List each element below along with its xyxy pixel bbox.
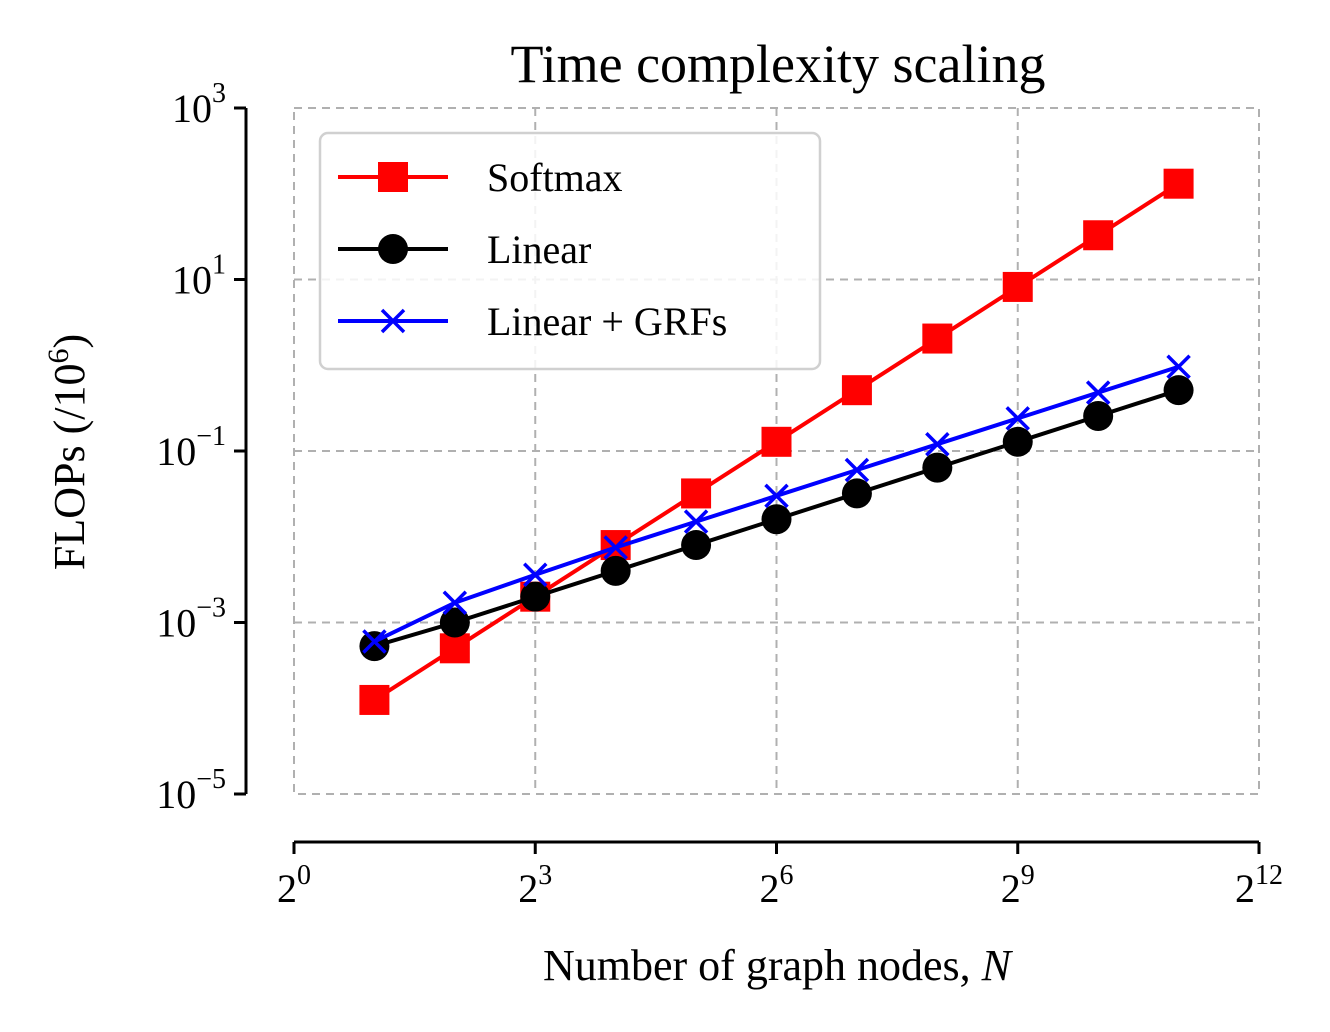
data-point (841, 478, 872, 509)
x-tick-exponent: 3 (538, 860, 552, 891)
data-point (600, 555, 631, 586)
y-tick-base: 10 (156, 429, 196, 474)
x-tick-label: 212 (1235, 860, 1283, 911)
data-point (1166, 354, 1191, 380)
x-axis-label-variable: N (981, 941, 1014, 990)
y-tick-exponent: −3 (196, 593, 226, 624)
legend-label: Softmax (487, 155, 623, 200)
y-tick-base: 10 (156, 601, 196, 646)
x-tick-label: 20 (277, 860, 311, 911)
legend-marker (380, 308, 406, 334)
y-tick-base: 10 (172, 86, 212, 131)
data-point (922, 323, 953, 354)
data-point (442, 590, 468, 615)
data-point (359, 684, 390, 715)
x-axis-label-text: Number of graph nodes, (543, 941, 982, 990)
data-point (1002, 271, 1033, 302)
data-point (922, 452, 953, 483)
x-tick-label: 29 (1001, 860, 1035, 911)
x-tick-base: 2 (518, 866, 538, 911)
x-tick-exponent: 0 (297, 860, 311, 891)
data-point (841, 375, 872, 406)
data-point (681, 478, 712, 509)
data-point (439, 607, 470, 638)
data-point (603, 535, 628, 560)
data-point (925, 431, 950, 457)
legend-box (318, 131, 822, 371)
legend-label: Linear (487, 227, 591, 272)
y-tick-exponent: −5 (196, 764, 226, 795)
x-tick-label: 26 (760, 860, 794, 911)
y-tick-label: 101 (172, 250, 226, 303)
y-axis-label-text: FLOPs (/10 (45, 364, 94, 571)
data-point (764, 483, 789, 509)
data-point (683, 509, 709, 534)
y-tick-label: 103 (172, 78, 226, 131)
data-point (681, 530, 712, 561)
legend-label: Linear + GRFs (487, 299, 727, 344)
data-series (359, 168, 1194, 715)
data-point (439, 633, 470, 664)
chart-title: Time complexity scaling (511, 34, 1046, 94)
y-axis-label: FLOPs (/106) (42, 334, 94, 570)
x-tick-base: 2 (277, 866, 297, 911)
x-tick-base: 2 (1235, 866, 1255, 911)
legend: Softmax Linear Linear + GRFs (318, 131, 822, 371)
y-tick-label: 10−5 (156, 764, 226, 817)
x-tick-exponent: 9 (1021, 860, 1035, 891)
data-point (761, 426, 792, 457)
series-linear (359, 375, 1194, 662)
y-tick-exponent: −1 (196, 421, 226, 452)
legend-marker (378, 234, 408, 264)
x-tick-exponent: 12 (1255, 860, 1283, 891)
data-point (761, 504, 792, 535)
y-tick-exponent: 3 (212, 78, 226, 109)
y-tick-base: 10 (172, 258, 212, 303)
x-tick-base: 2 (760, 866, 780, 911)
data-point (1005, 406, 1030, 431)
series-linear-grfs (362, 354, 1191, 654)
y-tick-exponent: 1 (212, 250, 226, 281)
y-axis-label-tail: ) (45, 334, 94, 349)
axes (234, 106, 1261, 854)
y-tick-label: 10−3 (156, 593, 226, 646)
data-point (1083, 220, 1114, 251)
data-point (362, 629, 387, 654)
data-point (1163, 375, 1194, 406)
data-point (844, 457, 870, 483)
x-tick-exponent: 6 (780, 860, 794, 891)
y-tick-label: 10−1 (156, 421, 226, 474)
x-axis-label: Number of graph nodes, N (543, 941, 1014, 990)
data-point (1163, 168, 1194, 199)
y-axis-label-exponent: 6 (42, 349, 75, 364)
data-point (1085, 380, 1111, 405)
x-tick-base: 2 (1001, 866, 1021, 911)
legend-marker (378, 162, 408, 192)
data-point (523, 562, 548, 588)
y-tick-base: 10 (156, 772, 196, 817)
data-point (520, 581, 551, 612)
data-point (1083, 400, 1114, 431)
x-tick-label: 23 (518, 860, 552, 911)
data-point (1002, 426, 1033, 457)
